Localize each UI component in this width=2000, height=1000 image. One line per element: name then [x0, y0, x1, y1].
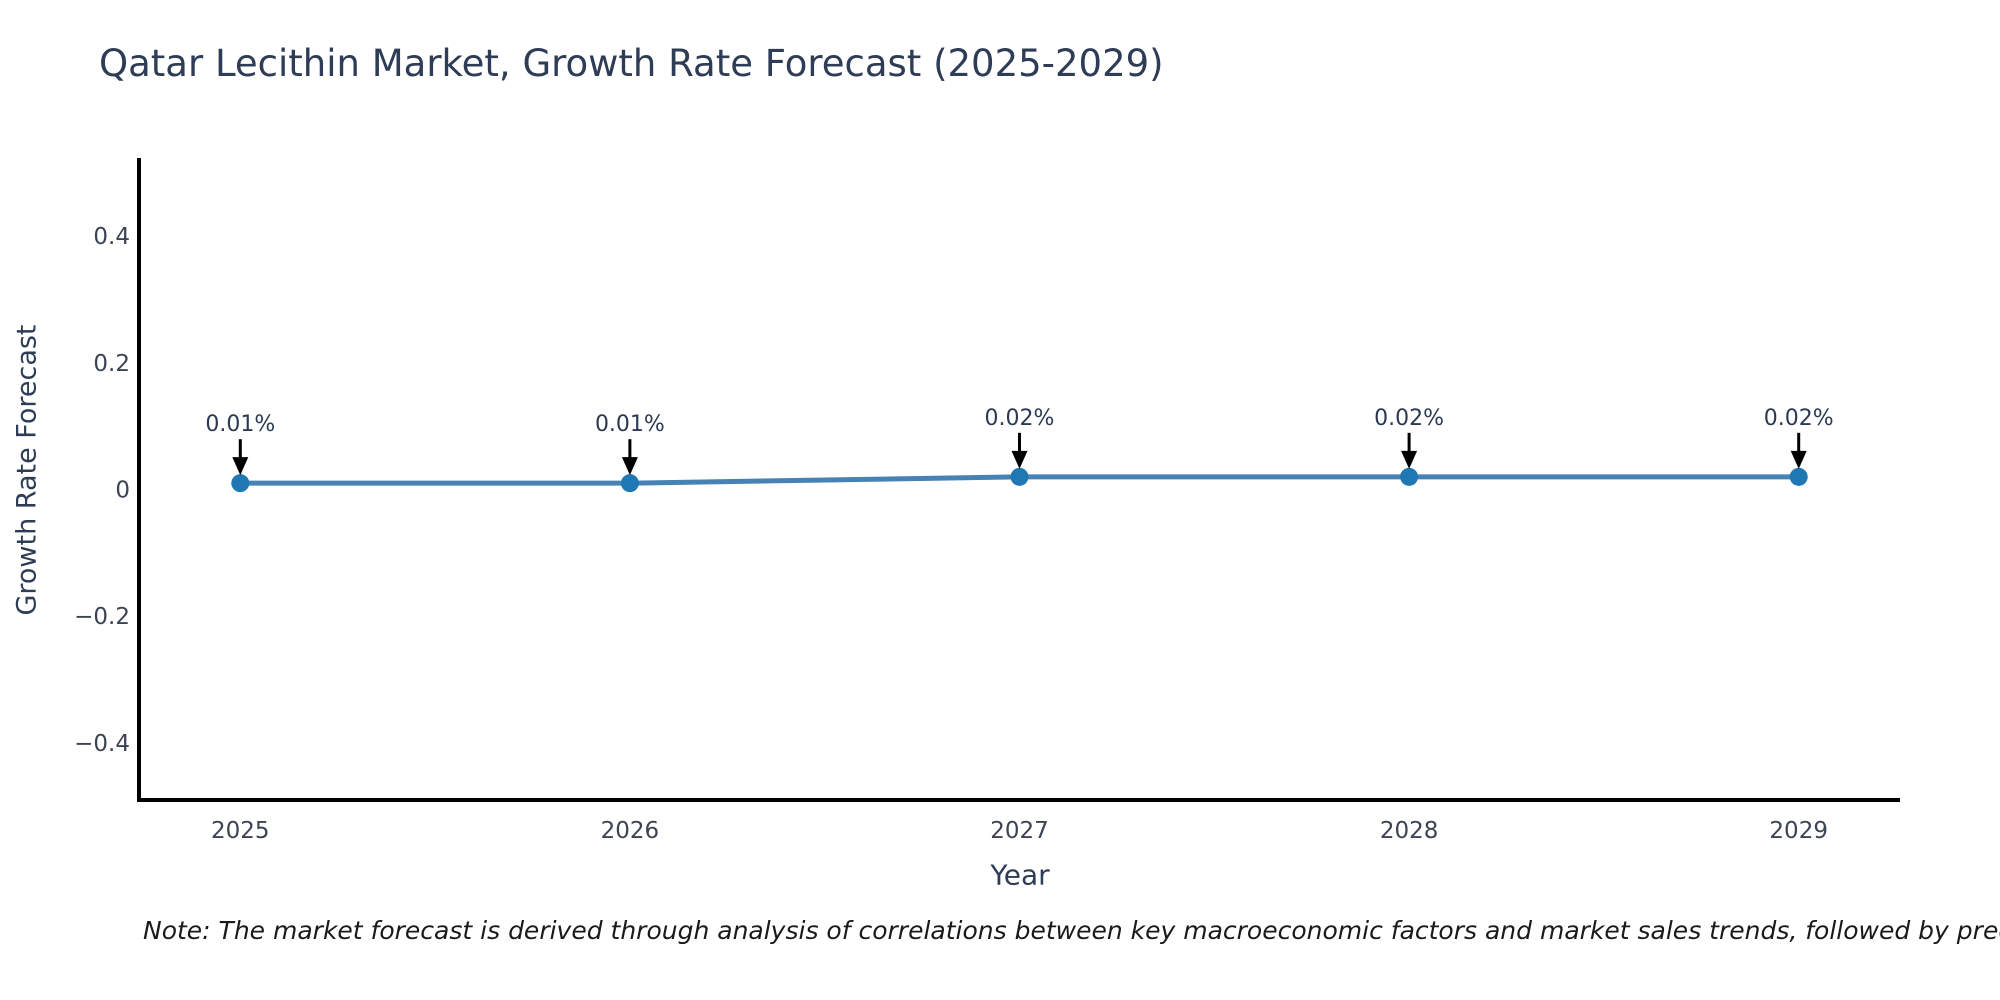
- data-point-marker: [231, 474, 250, 493]
- x-axis-title: Year: [990, 858, 1050, 892]
- y-tick-label: −0.4: [74, 731, 130, 757]
- annotation-label: 0.01%: [595, 412, 665, 437]
- annotation-arrowhead-icon: [1401, 450, 1418, 469]
- x-tick-label: 2029: [1769, 818, 1828, 844]
- annotation-arrowhead-icon: [232, 457, 249, 476]
- annotation-arrowhead-icon: [621, 457, 638, 476]
- annotation-label: 0.02%: [1764, 406, 1834, 431]
- annotation-label: 0.02%: [985, 406, 1055, 431]
- data-point-marker: [620, 474, 639, 493]
- data-point-marker: [1010, 467, 1029, 486]
- x-tick-label: 2025: [211, 818, 270, 844]
- chart-title: Qatar Lecithin Market, Growth Rate Forec…: [99, 42, 1164, 85]
- y-tick-label: 0.4: [93, 224, 130, 250]
- annotation-label: 0.02%: [1374, 406, 1444, 431]
- annotation-label: 0.01%: [205, 412, 275, 437]
- annotation-arrowhead-icon: [1011, 450, 1028, 469]
- y-tick-label: −0.2: [74, 604, 130, 630]
- footnote: Note: The market forecast is derived thr…: [143, 916, 2000, 945]
- x-tick-label: 2026: [601, 818, 660, 844]
- y-tick-label: 0: [115, 478, 130, 504]
- y-axis-title: Growth Rate Forecast: [11, 324, 43, 616]
- x-tick-label: 2027: [990, 818, 1049, 844]
- data-point-marker: [1400, 467, 1419, 486]
- annotation-arrowhead-icon: [1790, 450, 1807, 469]
- x-tick-label: 2028: [1380, 818, 1439, 844]
- y-tick-label: 0.2: [93, 351, 130, 377]
- data-point-marker: [1789, 467, 1808, 486]
